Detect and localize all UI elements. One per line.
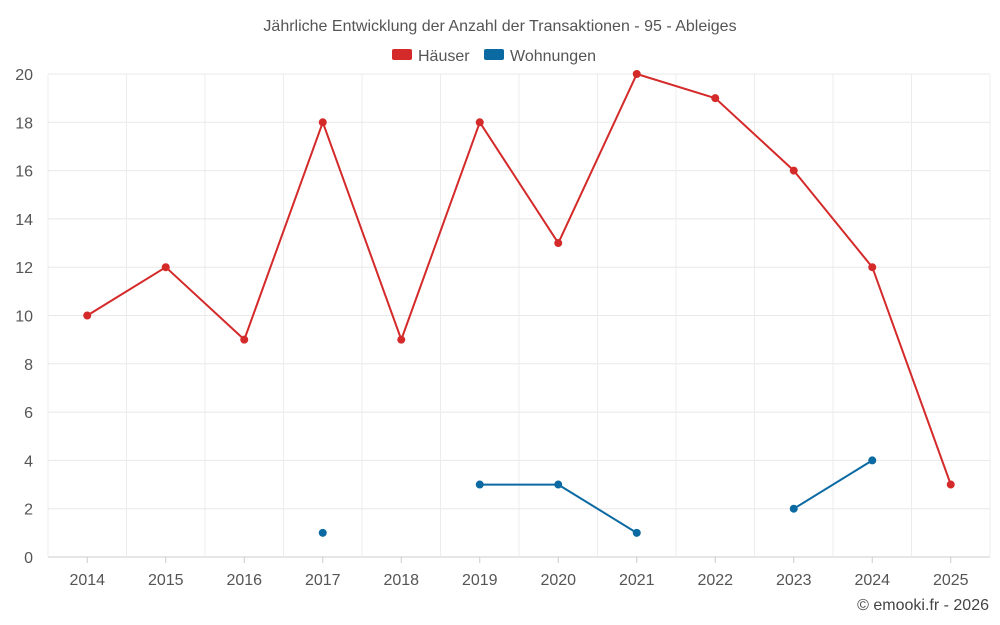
x-tick-label: 2016 — [226, 572, 262, 589]
legend-swatch-haeuser — [392, 49, 412, 60]
y-tick-label: 6 — [24, 405, 33, 422]
y-tick-label: 20 — [15, 67, 33, 84]
data-point-wohnungen[interactable] — [475, 480, 484, 489]
x-tick-label: 2015 — [148, 572, 184, 589]
y-tick-label: 8 — [24, 357, 33, 374]
series-group — [83, 70, 955, 537]
data-point-wohnungen[interactable] — [632, 528, 641, 537]
data-point-haeuser[interactable] — [83, 311, 92, 320]
y-tick-label: 0 — [24, 550, 33, 567]
data-point-haeuser[interactable] — [475, 118, 484, 127]
legend-item-haeuser[interactable]: Häuser — [392, 48, 470, 65]
legend: Häuser Wohnungen — [392, 48, 596, 65]
x-tick-label: 2024 — [854, 572, 890, 589]
x-tick-label: 2023 — [776, 572, 812, 589]
x-tick-label: 2019 — [462, 572, 498, 589]
data-point-haeuser[interactable] — [240, 335, 249, 344]
x-tick-label: 2020 — [540, 572, 576, 589]
data-point-haeuser[interactable] — [946, 480, 955, 489]
y-tick-label: 12 — [15, 260, 33, 277]
data-point-haeuser[interactable] — [789, 166, 798, 175]
data-point-haeuser[interactable] — [397, 335, 406, 344]
y-tick-label: 4 — [24, 453, 33, 470]
legend-swatch-wohnungen — [484, 49, 504, 60]
x-tick-label: 2021 — [619, 572, 655, 589]
data-point-wohnungen[interactable] — [554, 480, 563, 489]
y-tick-label: 2 — [24, 502, 33, 519]
y-tick-label: 10 — [15, 309, 33, 326]
x-tick-label: 2018 — [383, 572, 419, 589]
x-tick-label: 2022 — [697, 572, 733, 589]
x-axis: 2014 2015 2016 2017 2018 2019 2020 2021 2022 2023… — [69, 557, 969, 589]
data-point-wohnungen[interactable] — [318, 528, 327, 537]
y-axis: 0 2 4 6 8 10 12 14 16 18 20 — [15, 67, 33, 567]
legend-label-haeuser: Häuser — [418, 48, 470, 65]
credit-text: © emooki.fr - 2026 — [857, 597, 989, 614]
legend-label-wohnungen: Wohnungen — [510, 48, 596, 65]
data-point-haeuser[interactable] — [318, 118, 327, 127]
x-tick-label: 2017 — [305, 572, 341, 589]
grid — [47, 73, 991, 558]
x-tick-label: 2025 — [933, 572, 969, 589]
y-tick-label: 18 — [15, 115, 33, 132]
data-point-haeuser[interactable] — [711, 94, 720, 103]
data-point-haeuser[interactable] — [554, 239, 563, 248]
data-point-haeuser[interactable] — [161, 263, 170, 272]
data-point-wohnungen[interactable] — [868, 456, 877, 465]
data-point-haeuser[interactable] — [632, 70, 641, 78]
data-point-haeuser[interactable] — [868, 263, 877, 272]
series-line-wohnungen — [793, 459, 873, 510]
x-tick-label: 2014 — [69, 572, 105, 589]
series-line-haeuser — [86, 73, 952, 485]
legend-item-wohnungen[interactable]: Wohnungen — [484, 48, 596, 65]
y-tick-label: 16 — [15, 164, 33, 181]
y-tick-label: 14 — [15, 212, 33, 229]
data-point-wohnungen[interactable] — [789, 504, 798, 513]
chart-title: Jährliche Entwicklung der Anzahl der Tra… — [263, 18, 736, 35]
